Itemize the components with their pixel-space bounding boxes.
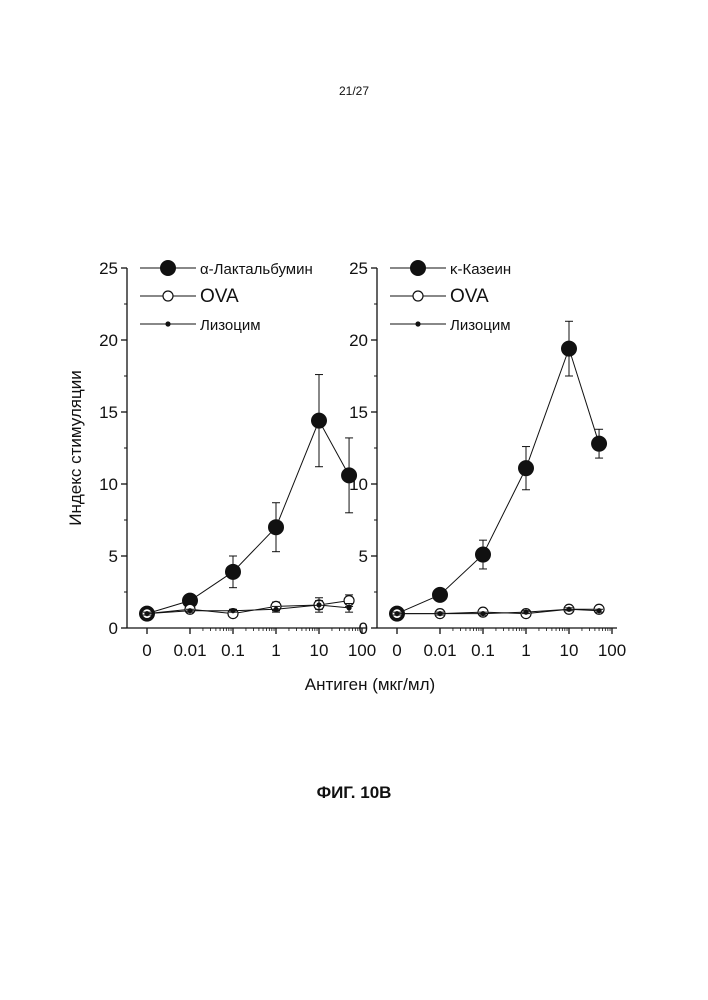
panel-1-series-3-line <box>146 604 350 615</box>
panel-2-series-3-point <box>523 609 529 615</box>
panel-2-series-3-point <box>566 606 572 612</box>
panel-1-x-tick-label: 0 <box>142 641 151 660</box>
panel-1-x-tick-label: 1 <box>271 641 280 660</box>
panel-2-legend-marker <box>415 321 421 327</box>
figure-caption: ФИГ. 10В <box>316 783 392 802</box>
panel-1-x-tick-label: 0.1 <box>221 641 245 660</box>
panel-2-x-tick-label: 1 <box>521 641 530 660</box>
panel-1-series-3 <box>143 600 354 617</box>
panel-1-y-tick-label: 15 <box>99 403 118 422</box>
y-axis-label: Индекс стимуляции <box>66 370 85 525</box>
panel-2-series-3-point <box>437 611 443 617</box>
panel-2-series-1-point <box>591 435 608 452</box>
panel-2-series-3-line <box>397 608 600 615</box>
panel-1-series-1-point <box>341 467 358 484</box>
panel-1-series-1-point <box>225 563 241 580</box>
panel-1-legend-marker <box>165 321 171 327</box>
panel-2-y-tick-label: 0 <box>359 619 368 638</box>
panel-2-series-1 <box>389 320 608 622</box>
panel-2-series-1-point <box>475 546 491 563</box>
panel-2-y-tick-label: 5 <box>359 547 368 566</box>
panel-2-x-tick-label: 0 <box>392 641 401 660</box>
panel-1-series-3-point <box>316 602 322 608</box>
panel-1-legend-label: Лизоцим <box>200 317 261 334</box>
panel-1-series-3-point <box>230 608 236 614</box>
x-axis-label: Антиген (мкг/мл) <box>305 675 435 694</box>
panel-1-legend-marker <box>160 260 176 276</box>
panel-2-legend-label: Лизоцим <box>450 317 511 334</box>
panel-2-y-tick-label: 25 <box>349 259 368 278</box>
panel-2-legend-label: κ-Казеин <box>450 261 511 278</box>
panel-2-series-1-line <box>396 347 600 615</box>
panel-1-series-1-point <box>268 519 284 536</box>
panel-1-x-tick-label: 10 <box>310 641 329 660</box>
panel-2-legend-label: OVA <box>450 286 489 307</box>
panel-2-y-tick-label: 15 <box>349 403 368 422</box>
panel-1-x-tick-label: 0.01 <box>173 641 206 660</box>
panel-1-x-tick-label: 100 <box>348 641 376 660</box>
panel-2-series-3-point <box>480 611 486 617</box>
panel-1-y-tick-label: 25 <box>99 259 118 278</box>
panel-1-y-tick-label: 20 <box>99 331 118 350</box>
panel-1-series-3-point <box>346 605 352 611</box>
panel-2-series-2 <box>391 603 605 620</box>
panel-2-legend-marker <box>412 290 424 302</box>
panel-2-x-tick-label: 0.1 <box>471 641 495 660</box>
panel-2-x-tick-label: 10 <box>560 641 579 660</box>
panel-2-y-tick-label: 10 <box>349 475 368 494</box>
panel-1-series-3-point <box>273 606 279 612</box>
panel-1-legend-label: OVA <box>200 286 239 307</box>
panel-2-series-3 <box>393 606 604 617</box>
panel-2-series-3-point <box>596 608 602 614</box>
panel-2-legend-marker <box>410 260 426 276</box>
panel-1-series-3-point <box>144 611 150 617</box>
panel-2-series-1-point <box>518 460 534 477</box>
panel-1-y-tick-label: 5 <box>109 547 118 566</box>
panel-2-series-1-point <box>432 586 448 603</box>
panel-1-series-1-point <box>311 412 327 429</box>
panel-2-series-3-point <box>394 611 400 617</box>
panel-1-series-3-point <box>187 608 193 614</box>
panel-1-y-tick-label: 0 <box>109 619 118 638</box>
panel-2-y-tick-label: 20 <box>349 331 368 350</box>
panel-1-series-1 <box>139 374 358 622</box>
panel-1-legend-label: α-Лактальбумин <box>200 261 313 278</box>
panel-2-series-1-point <box>561 340 577 357</box>
panel-2-x-tick-label: 0.01 <box>423 641 456 660</box>
page-number: 21/27 <box>338 84 370 98</box>
panel-1-legend-marker <box>162 290 174 302</box>
panel-1-series-2 <box>141 594 355 620</box>
panel-1-y-tick-label: 10 <box>99 475 118 494</box>
panel-2-x-tick-label: 100 <box>598 641 626 660</box>
